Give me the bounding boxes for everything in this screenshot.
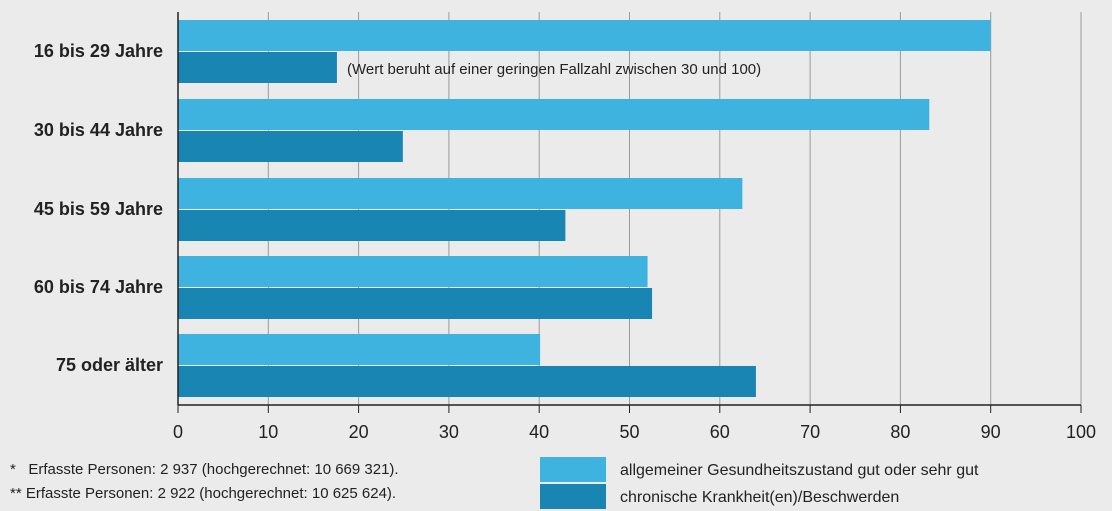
x-tick-label: 50 xyxy=(619,422,639,442)
bar xyxy=(178,99,930,130)
x-tick-label: 20 xyxy=(349,422,369,442)
bar xyxy=(178,256,648,287)
legend-label: chronische Krankheit(en)/Beschwerden xyxy=(620,489,899,506)
legend-label: allgemeiner Gesundheitszustand gut oder … xyxy=(620,462,979,479)
bar xyxy=(178,288,653,319)
bar xyxy=(178,366,756,397)
bar xyxy=(178,52,337,83)
y-tick-label: 60 bis 74 Jahre xyxy=(34,277,163,297)
x-tick-label: 70 xyxy=(800,422,820,442)
x-tick-label: 60 xyxy=(710,422,730,442)
y-tick-label: 16 bis 29 Jahre xyxy=(34,41,163,61)
x-tick-label: 100 xyxy=(1066,422,1096,442)
legend-swatch xyxy=(540,484,606,509)
bar xyxy=(178,178,743,209)
x-tick-label: 40 xyxy=(529,422,549,442)
bar xyxy=(178,131,403,162)
x-tick-label: 80 xyxy=(890,422,910,442)
bar xyxy=(178,210,566,241)
x-tick-label: 0 xyxy=(173,422,183,442)
y-tick-label: 45 bis 59 Jahre xyxy=(34,199,163,219)
bar xyxy=(178,334,541,365)
legend-swatch xyxy=(540,457,606,482)
footnote: * Erfasste Personen: 2 937 (hochgerechne… xyxy=(10,461,399,478)
bar xyxy=(178,20,991,51)
footnote: ** Erfasste Personen: 2 922 (hochgerechn… xyxy=(10,485,396,502)
annotation: (Wert beruht auf einer geringen Fallzahl… xyxy=(347,61,761,78)
x-tick-label: 10 xyxy=(258,422,278,442)
x-tick-label: 90 xyxy=(981,422,1001,442)
y-tick-label: 75 oder älter xyxy=(56,355,163,375)
x-tick-label: 30 xyxy=(439,422,459,442)
y-tick-label: 30 bis 44 Jahre xyxy=(34,120,163,140)
